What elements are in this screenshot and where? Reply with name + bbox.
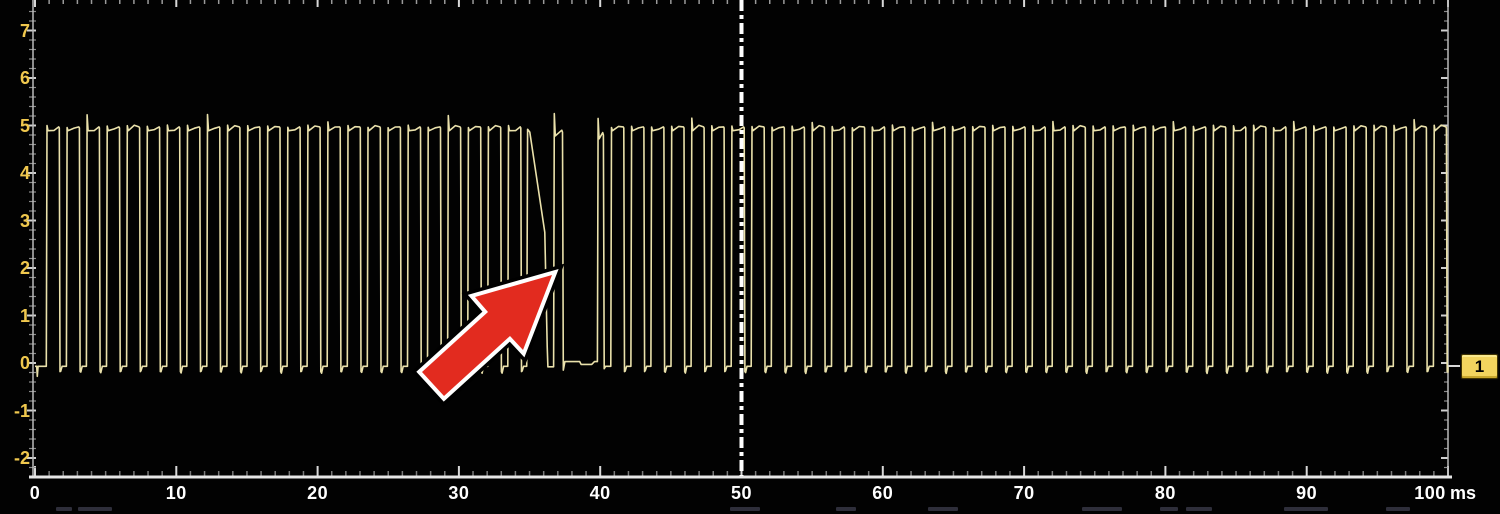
y-axis-tick-label: 0: [19, 353, 30, 373]
x-axis-tick-label: 0: [29, 483, 41, 503]
clipped-text-mark: [730, 507, 760, 511]
y-axis-tick-label: -1: [13, 400, 30, 421]
y-axis-tick-label: 4: [19, 163, 30, 183]
clipped-text-mark: [78, 507, 112, 511]
arrow-red-body: [422, 275, 552, 396]
y-axis-tick-label: 7: [19, 20, 30, 41]
waveform-trace: [35, 112, 1449, 378]
x-axis-tick-label: 90: [1296, 483, 1318, 503]
channel-1-badge[interactable]: 1: [1461, 354, 1498, 379]
x-axis-unit-label: ms: [1450, 483, 1477, 503]
clipped-text-mark: [1160, 507, 1178, 511]
clipped-text-mark: [1284, 507, 1328, 511]
y-axis-tick-label: 1: [19, 305, 30, 326]
clipped-text-mark: [836, 507, 856, 511]
x-axis-tick-label: 50: [730, 483, 753, 503]
clipped-text-mark: [928, 507, 958, 511]
x-axis-tick-label: 100: [1414, 483, 1446, 503]
x-axis-tick-label: 20: [307, 483, 329, 503]
clipped-text-mark: [1186, 507, 1212, 511]
x-axis-tick-label: 40: [589, 483, 611, 503]
x-axis-tick-label: 10: [165, 483, 187, 503]
missing-pulse-arrow: [411, 263, 565, 407]
x-axis-tick-label: 80: [1154, 483, 1176, 503]
y-axis-tick-label: 3: [19, 210, 30, 231]
clipped-text-mark: [1082, 507, 1122, 511]
clipped-text-mark: [56, 507, 72, 511]
x-axis-tick-label: 60: [872, 483, 894, 503]
y-axis-tick-label: -2: [13, 448, 30, 468]
axis-lines: [29, 0, 1452, 479]
clipped-text-mark: [1386, 507, 1410, 511]
channel-1-trace: [35, 112, 1449, 378]
x-axis-tick-label: 70: [1013, 483, 1035, 503]
y-axis-tick-label: 5: [19, 115, 30, 136]
y-axis-tick-label: 6: [19, 68, 30, 88]
x-axis-tick-label: 30: [448, 483, 470, 503]
y-axis-tick-label: 2: [19, 258, 30, 278]
